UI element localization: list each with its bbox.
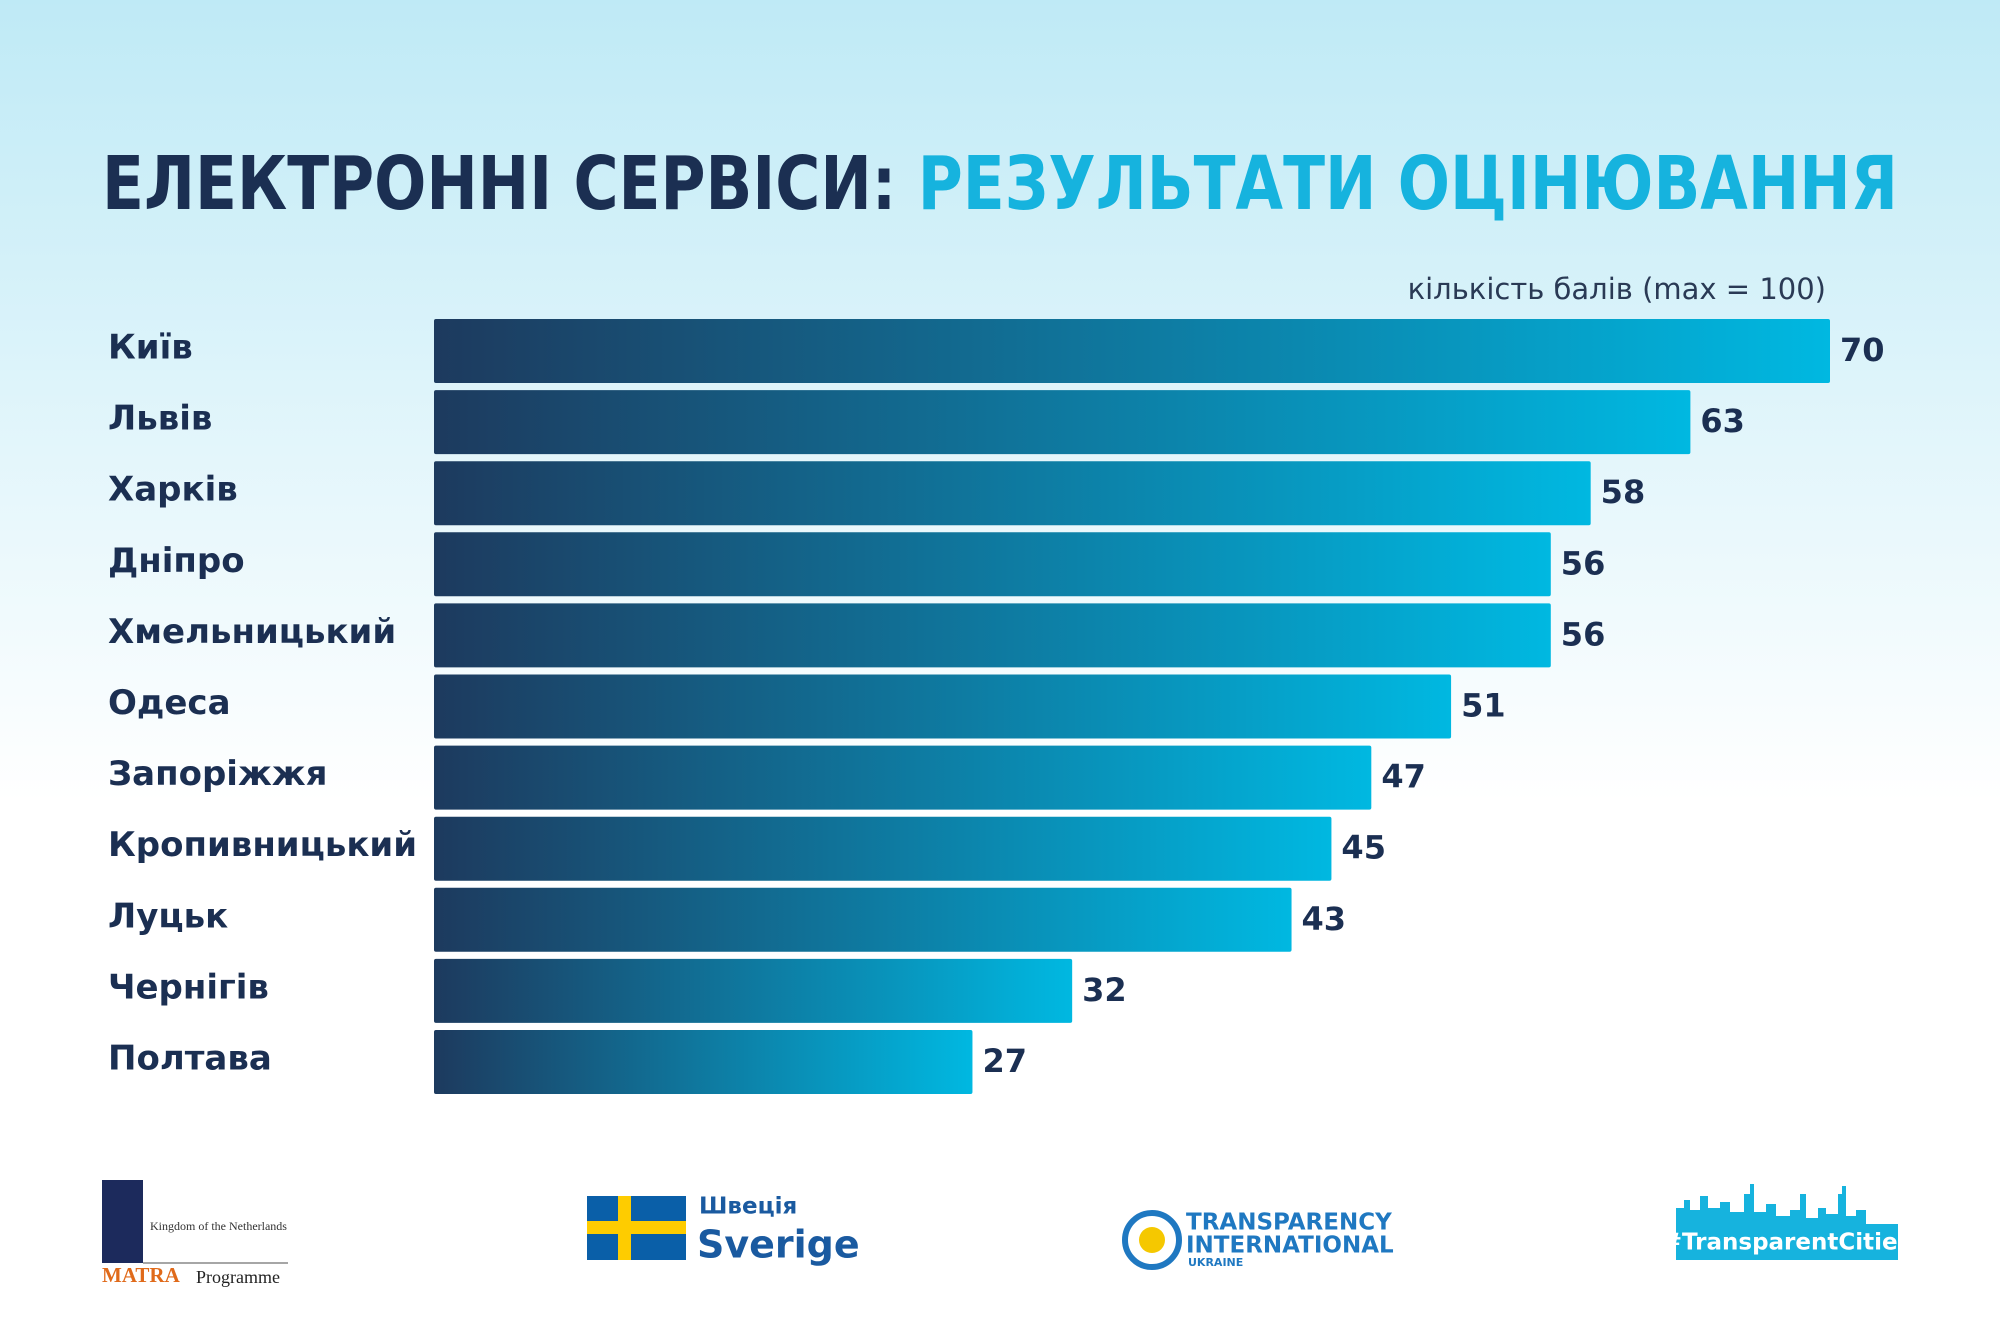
logo-box [1676, 1224, 1898, 1260]
category-label: Кропивницький [108, 825, 417, 865]
category-label: Хмельницький [108, 612, 396, 652]
category-label: Запоріжжя [108, 754, 327, 794]
bar [434, 887, 1292, 952]
category-label: Чернігів [108, 967, 269, 1007]
bar [434, 532, 1551, 597]
bar [434, 816, 1332, 881]
category-label: Львів [108, 399, 212, 439]
skyline [1676, 1184, 1866, 1224]
bar [434, 603, 1551, 668]
value-label: 58 [1601, 473, 1646, 511]
bar [434, 390, 1691, 455]
value-label: 27 [982, 1042, 1027, 1080]
logo-text: UKRAINE [1188, 1256, 1243, 1269]
category-label: Харків [108, 470, 238, 510]
bar [434, 461, 1591, 526]
netherlands-logo: Kingdom of the Netherlands MATRA Program… [102, 1180, 288, 1287]
value-label: 43 [1302, 900, 1347, 938]
axis-label: кількість балів (max = 100) [1408, 272, 1826, 306]
chart-title: ЕЛЕКТРОННІ СЕРВІСИ: РЕЗУЛЬТАТИ ОЦІНЮВАНН… [102, 141, 1898, 227]
logo-text: TRANSPARENCY [1186, 1210, 1392, 1236]
value-label: 32 [1082, 971, 1127, 1009]
value-label: 63 [1700, 402, 1745, 440]
bar [434, 958, 1073, 1023]
logo-shape [1122, 1210, 1182, 1270]
logo-shape [1139, 1227, 1165, 1253]
logo-text: Kingdom of the Netherlands [150, 1219, 287, 1233]
bar [434, 1030, 973, 1094]
category-label: Київ [108, 328, 193, 368]
bar [434, 745, 1372, 810]
bar [434, 674, 1452, 739]
flag-cross [587, 1221, 686, 1234]
value-label: 56 [1561, 544, 1606, 582]
value-label: 51 [1461, 687, 1506, 725]
category-label: Полтава [108, 1039, 272, 1079]
value-label: 47 [1381, 758, 1426, 796]
logo-shape [102, 1180, 143, 1263]
logo-text: Programme [196, 1267, 280, 1287]
title-part: ЕЛЕКТРОННІ СЕРВІСИ: [102, 141, 896, 227]
logo-text: INTERNATIONAL [1186, 1233, 1394, 1259]
bar [434, 319, 1830, 383]
category-label: Одеса [108, 683, 231, 723]
logo-text: #TransparentCities [1663, 1230, 1912, 1256]
sweden-logo: Швеція Sverige [587, 1194, 860, 1267]
category-label: Луцьк [108, 896, 228, 936]
footer: Kingdom of the Netherlands MATRA Program… [102, 1180, 1911, 1287]
logo-text: Sverige [697, 1223, 860, 1267]
logo-text: MATRA [102, 1263, 181, 1287]
logo-text: Швеція [699, 1194, 797, 1220]
value-label: 45 [1341, 829, 1386, 867]
value-label: 70 [1840, 331, 1885, 369]
ti-logo: TRANSPARENCY INTERNATIONAL UKRAINE [1122, 1210, 1394, 1270]
title-highlight: РЕЗУЛЬТАТИ ОЦІНЮВАННЯ [918, 141, 1898, 227]
flag-cross [618, 1196, 631, 1260]
category-label: Дніпро [108, 541, 245, 581]
value-label: 56 [1561, 615, 1606, 653]
cities-logo: #TransparentCities [1663, 1184, 1912, 1260]
